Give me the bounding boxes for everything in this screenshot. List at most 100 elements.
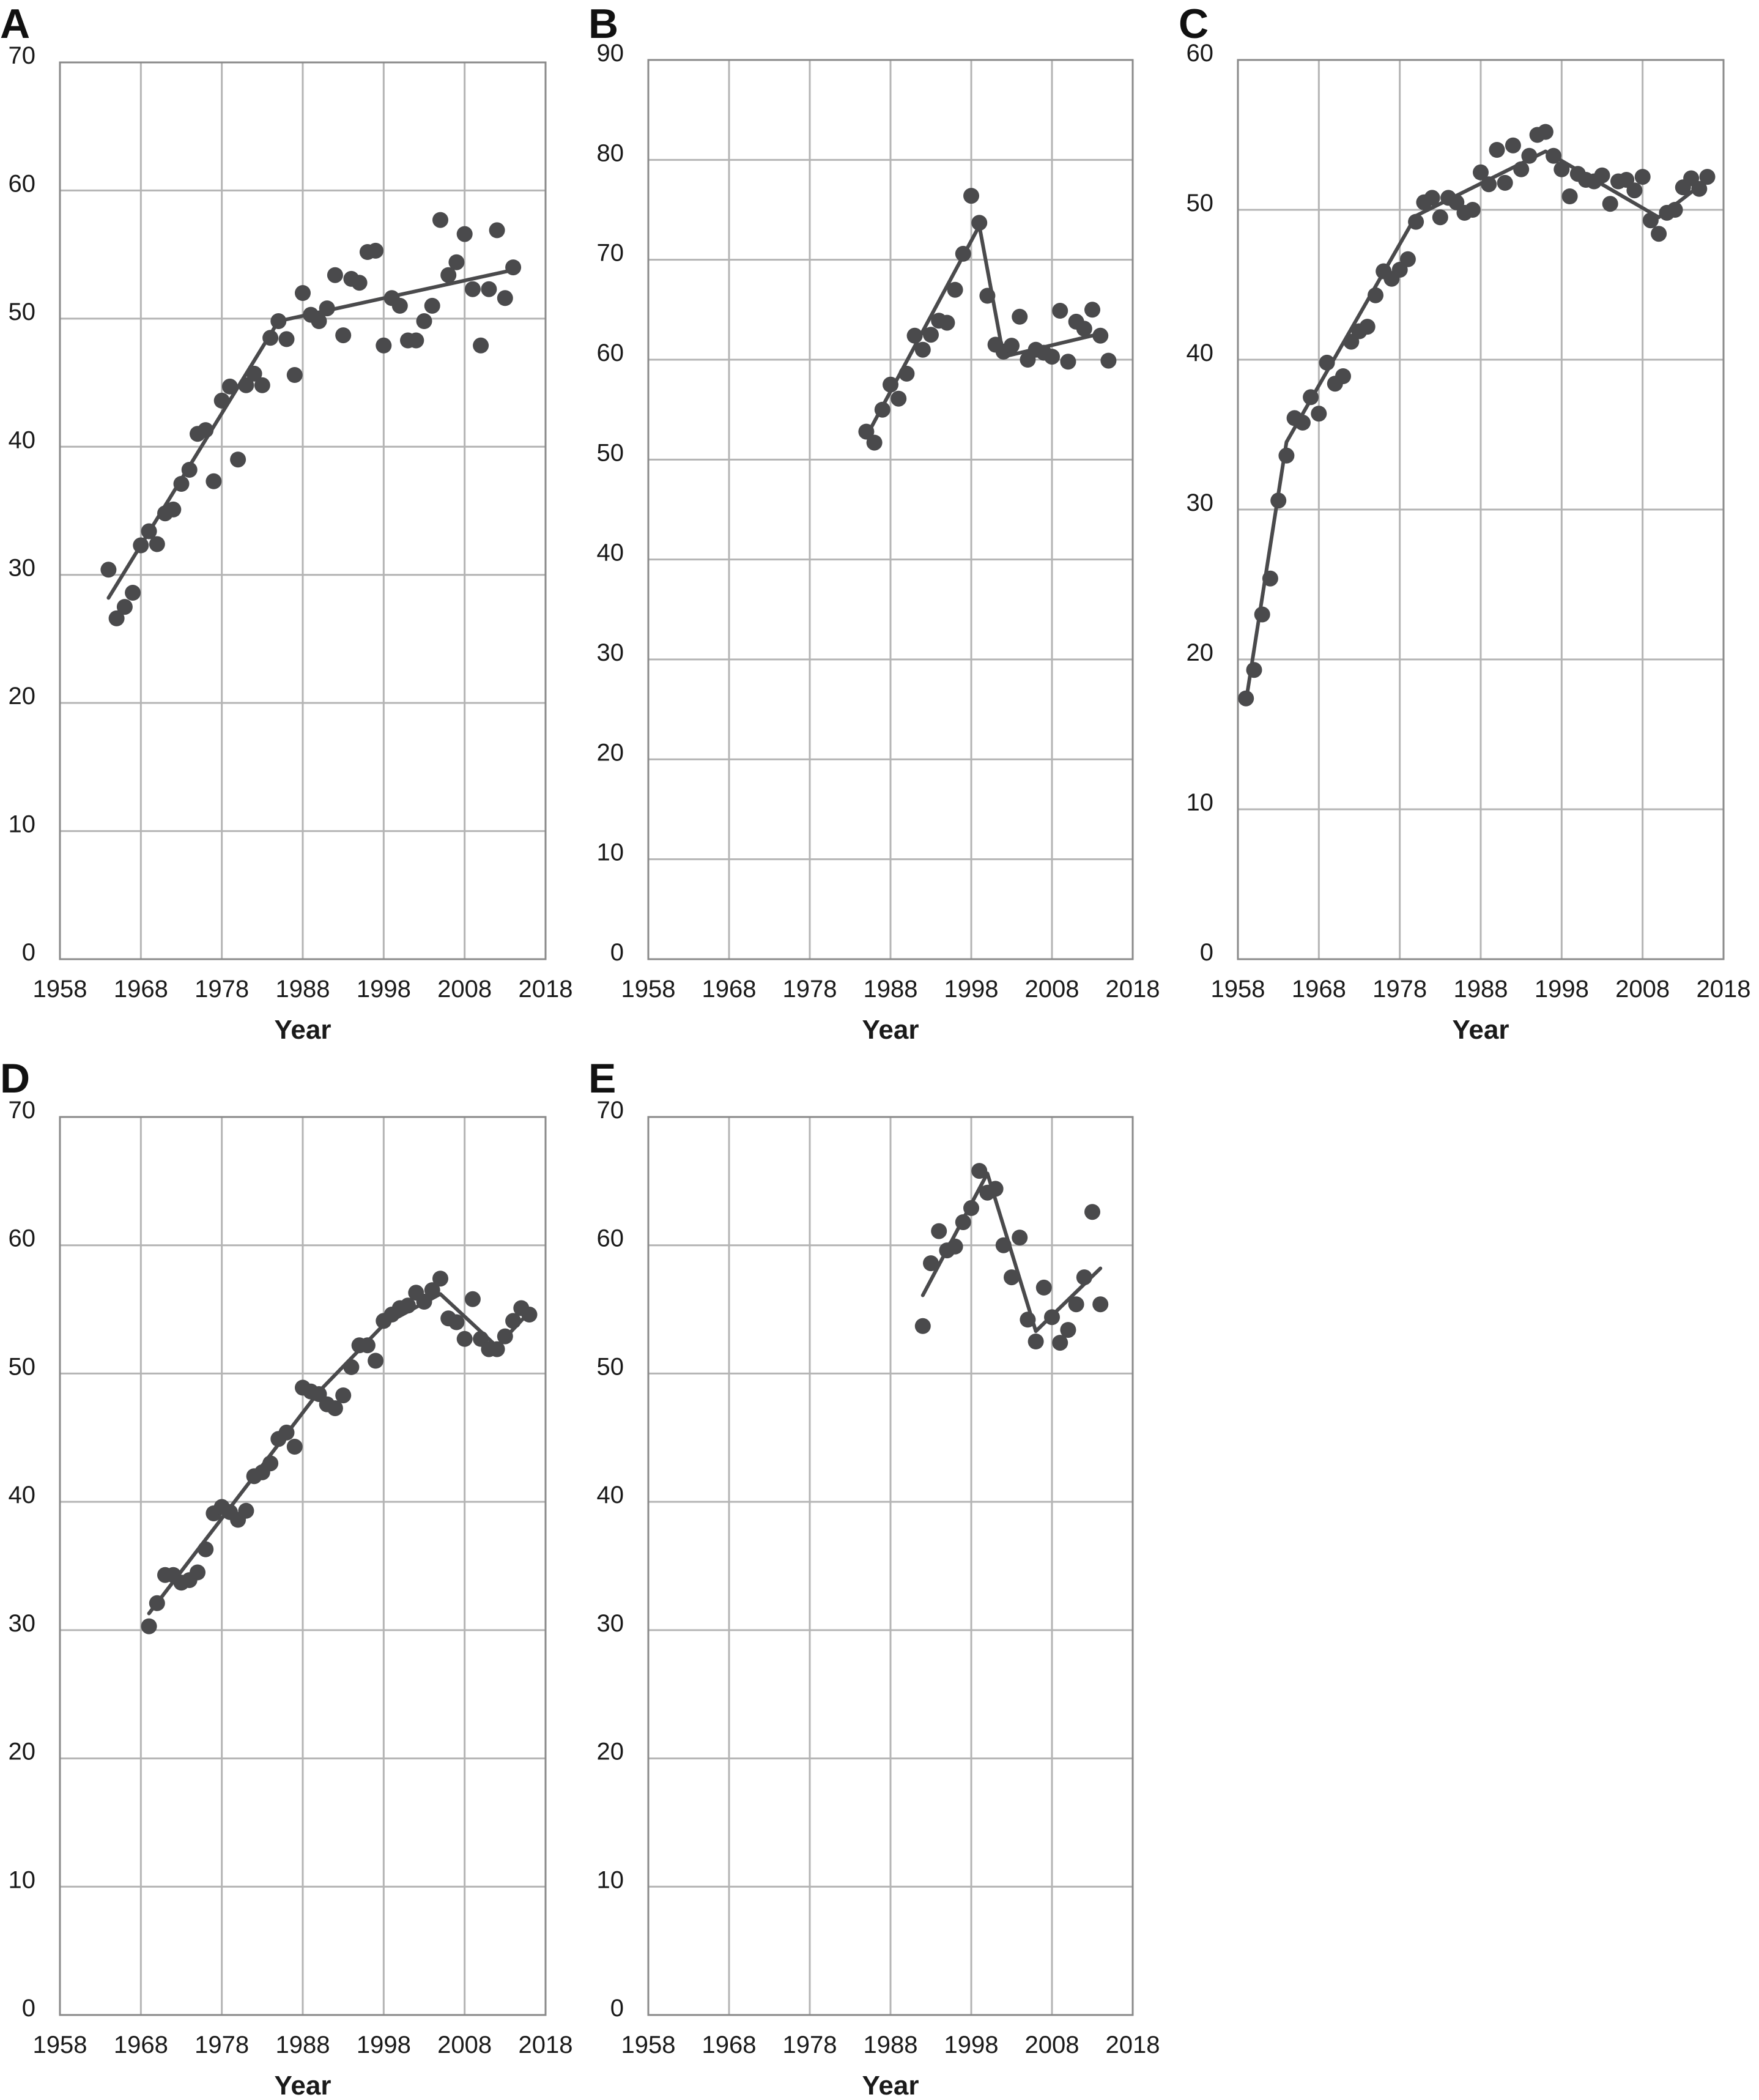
data-point xyxy=(1012,1230,1028,1246)
data-point xyxy=(1020,1312,1036,1328)
y-tick-label: 10 xyxy=(597,1866,624,1893)
data-point xyxy=(1004,338,1020,354)
data-point xyxy=(149,1595,165,1611)
data-point xyxy=(464,281,481,297)
data-point xyxy=(1044,349,1060,365)
data-point xyxy=(1044,1309,1060,1326)
y-tick-label: 10 xyxy=(9,1866,36,1893)
x-tick-label: 1968 xyxy=(702,976,757,1003)
x-axis-title: Year xyxy=(275,2071,331,2100)
x-tick-label: 2018 xyxy=(1106,976,1160,1003)
data-point xyxy=(198,422,214,439)
data-point xyxy=(987,1181,1004,1197)
data-point xyxy=(1432,209,1448,226)
data-point xyxy=(1052,303,1068,319)
data-point xyxy=(1068,1296,1084,1313)
data-point xyxy=(351,275,368,291)
data-point xyxy=(1092,1296,1109,1313)
panel-letter-a: A xyxy=(0,1,30,47)
data-point xyxy=(971,1163,988,1179)
data-point xyxy=(448,254,465,270)
data-point xyxy=(359,1337,376,1354)
data-point xyxy=(1699,169,1716,185)
panel-a: A 1958 1968 1978 1988 1998 2008 2018 0 10 20 30 40 50… xyxy=(0,1,572,1045)
data-point xyxy=(198,1541,214,1557)
data-points-e xyxy=(914,1163,1109,1351)
y-tick-label: 40 xyxy=(597,540,624,566)
data-point xyxy=(914,1318,931,1334)
panel-letter-b: B xyxy=(588,1,618,47)
data-point xyxy=(1311,406,1327,422)
trend-line-e xyxy=(920,1171,1103,1334)
data-point xyxy=(254,377,270,393)
y-tick-label: 60 xyxy=(9,1225,36,1252)
x-tick-label: 1988 xyxy=(864,2031,918,2058)
y-tick-label: 30 xyxy=(597,639,624,666)
data-point xyxy=(368,1352,384,1369)
data-point xyxy=(343,1359,360,1375)
x-tick-label: 1968 xyxy=(702,2031,757,2058)
data-point xyxy=(1497,174,1513,191)
data-point xyxy=(1084,1204,1100,1220)
x-tick-label: 1958 xyxy=(33,976,87,1003)
data-point xyxy=(1028,1334,1044,1349)
x-tick-label: 1998 xyxy=(944,2031,999,2058)
y-tick-label: 30 xyxy=(9,1610,36,1637)
data-point xyxy=(1481,176,1497,193)
y-tick-label: 60 xyxy=(9,170,36,197)
data-point xyxy=(1262,570,1278,587)
trend-line-c xyxy=(1244,149,1709,703)
y-tick-label: 0 xyxy=(610,1995,624,2022)
x-axis-title: Year xyxy=(862,2071,919,2100)
data-point xyxy=(311,313,327,329)
x-tick-label: 1958 xyxy=(621,976,676,1003)
y-tick-label: 50 xyxy=(9,299,36,325)
data-point xyxy=(1084,302,1100,318)
x-tick-label: 1988 xyxy=(276,2031,330,2058)
data-point xyxy=(883,376,898,393)
y-tick-label: 40 xyxy=(1187,339,1214,366)
x-tick-label: 1968 xyxy=(114,976,168,1003)
data-point xyxy=(963,1200,979,1216)
panel-letter-d: D xyxy=(0,1055,30,1102)
data-point xyxy=(416,1294,432,1310)
x-tick-label: 2008 xyxy=(1025,2031,1079,2058)
data-point xyxy=(206,473,222,489)
data-point xyxy=(505,1313,522,1329)
data-point xyxy=(1335,368,1351,384)
y-tick-label: 60 xyxy=(597,339,624,366)
data-point xyxy=(295,285,311,301)
data-point xyxy=(1270,492,1287,509)
data-point xyxy=(1368,287,1383,303)
data-point xyxy=(1489,142,1505,158)
data-point xyxy=(1546,147,1562,164)
data-point xyxy=(262,330,279,346)
data-points-d xyxy=(141,1271,538,1634)
y-tick-label: 50 xyxy=(9,1353,36,1380)
data-point xyxy=(1092,327,1109,344)
x-tick-label: 2018 xyxy=(1697,976,1751,1003)
data-point xyxy=(432,212,448,228)
data-point xyxy=(1561,188,1578,204)
data-point xyxy=(1626,182,1643,199)
data-point xyxy=(931,1223,947,1239)
data-points-b xyxy=(858,188,1117,451)
y-tick-label: 60 xyxy=(597,1225,624,1252)
data-point xyxy=(1521,147,1538,164)
data-point xyxy=(262,1455,279,1472)
data-points-a xyxy=(100,212,522,626)
data-point xyxy=(1100,352,1117,369)
x-tick-label: 1988 xyxy=(864,976,918,1003)
data-point xyxy=(108,610,125,626)
y-tick-label: 50 xyxy=(597,439,624,466)
data-point xyxy=(1537,124,1553,140)
data-point xyxy=(376,337,392,354)
data-point xyxy=(1473,164,1489,180)
y-tick-label: 30 xyxy=(1187,489,1214,516)
x-axis-title: Year xyxy=(862,1015,919,1045)
data-point xyxy=(335,327,352,344)
data-point xyxy=(1691,180,1708,197)
y-tick-label: 0 xyxy=(22,939,35,966)
